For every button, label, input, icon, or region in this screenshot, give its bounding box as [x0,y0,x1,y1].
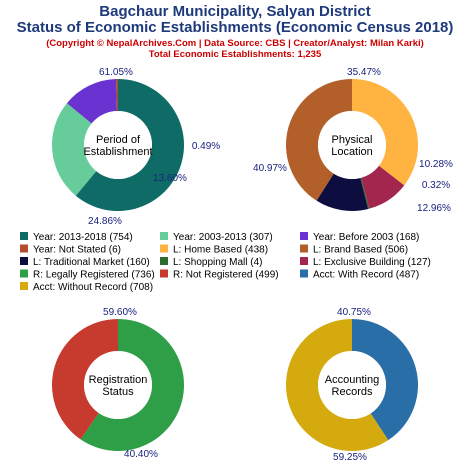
legend-swatch [20,232,28,240]
donut-slice [360,165,405,209]
slice-percent-label: 10.28% [419,159,453,170]
legend-entry: L: Traditional Market (160) [33,257,150,268]
slice-percent-label: 13.60% [153,173,187,184]
donut-slice [286,79,352,201]
copyright-note: (Copyright © NepalArchives.Com | Data So… [46,38,424,49]
slice-percent-label: 40.40% [124,449,158,460]
legend-entry: L: Shopping Mall (4) [173,257,263,268]
slice-percent-label: 40.75% [337,307,371,318]
donut-slice [80,319,184,451]
legend-entry: Acct: With Record (487) [313,270,419,281]
donut-center-label: Physical [332,134,373,146]
chart-title-line2: Status of Economic Establishments (Econo… [16,19,454,36]
donut-slice [286,319,389,452]
donut-slice [352,319,419,441]
legend-entry: Year: Before 2003 (168) [313,232,419,243]
slice-percent-label: 40.97% [253,163,287,174]
legend: Year: 2013-2018 (754) Year: 2003-2013 (30… [20,232,431,293]
donut-slice [52,319,118,440]
donut-center-label: Period of [96,134,141,146]
legend-entry: Year: Not Stated (6) [33,245,121,256]
donut-hole [84,351,152,419]
donut-slice [75,79,184,212]
legend-swatch [300,244,308,253]
donut-chart-1: 61.05% 24.86% 13.60% 0.49% Period ofEstablis… [51,67,220,227]
donut-hole [318,111,386,179]
slice-percent-label: 61.05% [99,67,133,78]
legend-entry: R: Legally Registered (736) [33,270,155,281]
donut-center-label: Establishment [83,146,152,158]
legend-entry: R: Not Registered (499) [173,270,279,281]
legend-swatch [160,232,168,240]
total-establishments: Total Economic Establishments: 1,235 [148,49,322,60]
legend-swatch [20,257,28,265]
donut-hole [318,351,386,419]
legend-swatch [160,257,168,265]
donut-slice [66,79,117,124]
legend-entry: L: Brand Based (506) [313,245,408,256]
legend-swatch [20,269,28,278]
legend-entry: Year: 2003-2013 (307) [173,232,273,243]
legend-swatch [300,269,308,278]
donut-hole [84,111,152,179]
donut-center-label: Location [331,146,373,158]
slice-percent-label: 59.60% [103,307,137,318]
legend-swatch [20,282,28,290]
donut-slice [352,79,418,186]
slice-percent-label: 0.32% [422,180,450,191]
legend-entry: L: Exclusive Building (127) [313,257,431,268]
chart-title-line1: Bagchaur Municipality, Salyan District [99,3,371,20]
donut-center-label: Records [332,386,373,398]
donut-center-label: Status [102,386,134,398]
slice-percent-label: 35.47% [347,67,381,78]
legend-swatch [300,257,308,265]
legend-swatch [300,232,308,240]
slice-percent-label: 59.25% [333,452,367,463]
slice-percent-label: 12.96% [417,203,451,214]
donut-slice [316,173,369,212]
legend-swatch [160,244,168,253]
donut-chart-2: 35.47% 10.28% 0.32% 12.96% 40.97% PhysicalLoc… [253,67,453,214]
legend-entry: Acct: Without Record (708) [33,282,153,293]
donut-center-label: Accounting [325,374,379,386]
legend-entry: Year: 2013-2018 (754) [33,232,133,243]
legend-swatch [160,269,168,278]
legend-swatch [20,244,28,253]
donut-slice [360,177,370,210]
donut-center-label: Registration [89,374,148,386]
donut-slice [115,79,118,112]
slice-percent-label: 24.86% [88,216,122,227]
legend-entry: L: Home Based (438) [173,245,268,256]
donut-slice [51,103,97,196]
slice-percent-label: 0.49% [192,141,220,152]
